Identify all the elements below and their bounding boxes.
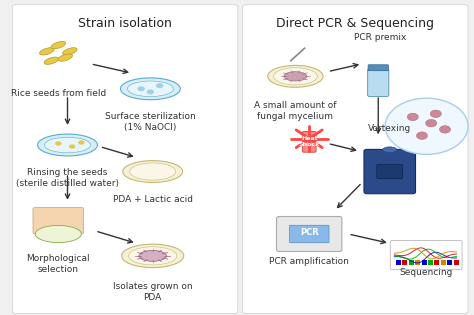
Ellipse shape: [130, 163, 176, 180]
Circle shape: [439, 126, 450, 133]
Text: Isolates grown on
PDA: Isolates grown on PDA: [113, 282, 192, 302]
Ellipse shape: [284, 72, 307, 81]
Text: Strain isolation: Strain isolation: [78, 17, 172, 30]
Ellipse shape: [45, 137, 91, 153]
Ellipse shape: [44, 57, 59, 64]
Circle shape: [78, 140, 84, 145]
Ellipse shape: [58, 54, 73, 61]
Text: Heat
Shock: Heat Shock: [299, 136, 320, 147]
FancyBboxPatch shape: [242, 4, 468, 314]
Circle shape: [385, 98, 468, 154]
Ellipse shape: [268, 66, 323, 87]
Bar: [409, 260, 414, 265]
Bar: [434, 260, 439, 265]
FancyBboxPatch shape: [368, 65, 388, 71]
Circle shape: [146, 89, 154, 94]
Text: Morphological
selection: Morphological selection: [27, 254, 90, 274]
FancyBboxPatch shape: [368, 69, 389, 97]
Text: Vortexing: Vortexing: [368, 123, 411, 133]
Text: Sequencing: Sequencing: [399, 268, 452, 277]
Ellipse shape: [120, 78, 180, 100]
Circle shape: [426, 119, 437, 127]
FancyBboxPatch shape: [302, 132, 316, 152]
Bar: [447, 260, 452, 265]
Circle shape: [407, 113, 418, 121]
Ellipse shape: [122, 244, 184, 267]
Bar: [402, 260, 407, 265]
Ellipse shape: [128, 247, 177, 265]
Text: Surface sterilization
(1% NaOCl): Surface sterilization (1% NaOCl): [105, 112, 196, 132]
Bar: [454, 260, 459, 265]
FancyBboxPatch shape: [276, 216, 342, 251]
FancyBboxPatch shape: [364, 149, 416, 194]
FancyBboxPatch shape: [12, 4, 238, 314]
Circle shape: [430, 110, 441, 117]
Ellipse shape: [39, 48, 54, 55]
Bar: [396, 260, 401, 265]
Bar: [421, 260, 427, 265]
Text: Rice seeds from field: Rice seeds from field: [11, 89, 106, 98]
Circle shape: [55, 141, 62, 146]
Text: A small amount of
fungal mycelium: A small amount of fungal mycelium: [254, 101, 337, 121]
Ellipse shape: [37, 134, 98, 156]
Text: PCR: PCR: [300, 228, 319, 237]
FancyBboxPatch shape: [377, 164, 402, 179]
FancyBboxPatch shape: [33, 208, 83, 234]
Ellipse shape: [273, 68, 317, 85]
Ellipse shape: [123, 161, 182, 182]
Bar: [415, 260, 420, 265]
Ellipse shape: [63, 48, 77, 55]
Ellipse shape: [51, 42, 65, 49]
Ellipse shape: [35, 226, 82, 243]
Text: Direct PCR & Sequencing: Direct PCR & Sequencing: [276, 17, 434, 30]
Circle shape: [417, 132, 428, 140]
Text: PCR amplification: PCR amplification: [269, 257, 349, 266]
Circle shape: [156, 83, 163, 88]
Ellipse shape: [128, 81, 173, 97]
Text: Rinsing the seeds
(sterile distilled water): Rinsing the seeds (sterile distilled wat…: [16, 169, 119, 188]
Text: PCR premix: PCR premix: [355, 33, 407, 42]
Ellipse shape: [383, 147, 397, 152]
Bar: [441, 260, 446, 265]
Circle shape: [137, 86, 145, 91]
Text: PDA + Lactic acid: PDA + Lactic acid: [113, 195, 192, 204]
Circle shape: [69, 144, 75, 149]
FancyBboxPatch shape: [290, 225, 329, 243]
Ellipse shape: [139, 250, 166, 261]
Bar: [428, 260, 433, 265]
